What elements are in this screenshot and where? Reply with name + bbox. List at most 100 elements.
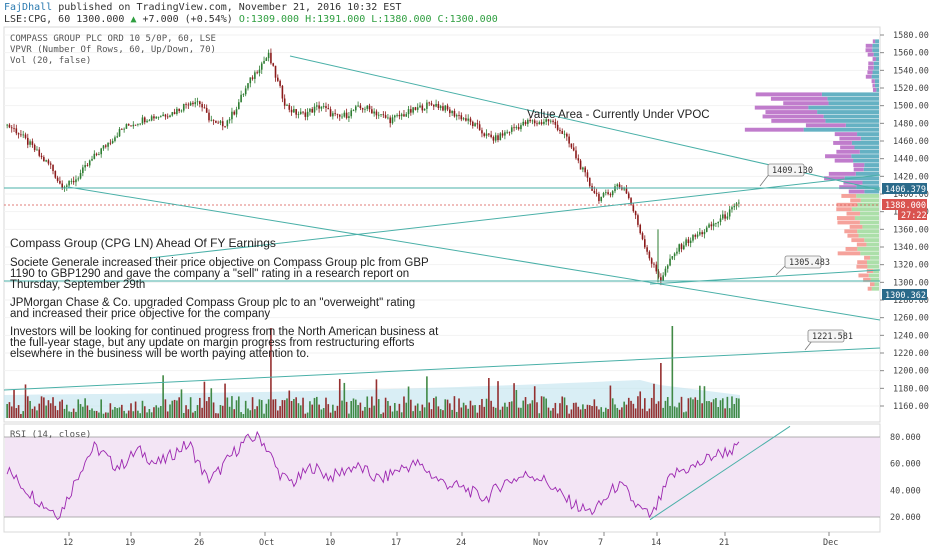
candle-body — [134, 124, 137, 126]
price-pane[interactable] — [3, 26, 881, 423]
volume-bar — [364, 407, 366, 418]
volume-bar — [648, 408, 651, 418]
rsi-series-line — [6, 430, 740, 521]
volume-bar — [377, 399, 380, 418]
volume-bar — [430, 409, 433, 418]
x-tick-label: 24 — [456, 538, 466, 548]
volume-bar — [710, 402, 713, 418]
volume-bar — [98, 412, 100, 418]
indicator-vpvr[interactable]: VPVR (Number Of Rows, 60, Up/Down, 70) — [10, 45, 216, 55]
volume-bar — [708, 401, 710, 418]
volume-bar — [72, 408, 75, 418]
candle-body — [611, 191, 614, 196]
volume-bar — [77, 399, 80, 418]
volume-bar — [671, 326, 674, 418]
vp-bar-down — [857, 260, 867, 265]
y-tick-label: 1400.00 — [893, 190, 929, 200]
vp-bar-up — [821, 92, 879, 97]
candle-body — [45, 160, 47, 162]
volume-bar — [591, 405, 593, 418]
candle-body — [72, 180, 75, 183]
candle-body — [208, 112, 210, 121]
volume-bar — [407, 386, 410, 418]
vp-bar-up — [872, 43, 879, 48]
volume-bar — [630, 400, 632, 418]
candle-body — [153, 116, 155, 119]
candle-body — [522, 121, 525, 126]
y-tick-label: 1160.00 — [893, 402, 929, 412]
vp-bar-up — [867, 264, 879, 269]
candle-body — [694, 235, 697, 237]
candle-body — [545, 119, 547, 122]
candle-body — [719, 218, 722, 222]
candle-body — [724, 214, 726, 219]
vp-bar-down — [872, 57, 877, 61]
tag-last: 1388.000 27:22 — [882, 199, 927, 221]
volume-bar — [141, 400, 144, 418]
indicator-vol[interactable]: Vol (20, false) — [10, 56, 92, 66]
candle-body — [577, 158, 580, 161]
candle-body — [662, 275, 664, 281]
candle-body — [238, 102, 240, 110]
y-tick-label: 1240.00 — [893, 331, 929, 341]
volume-bar — [527, 404, 529, 418]
vp-bar-up — [825, 118, 879, 123]
volume-bar — [584, 408, 586, 418]
vp-bar-up — [874, 79, 879, 84]
candle-body — [332, 113, 334, 117]
volume-bar — [15, 408, 18, 418]
indicator-main[interactable]: COMPASS GROUP PLC ORD 10 5/0P, 60, LSE — [10, 34, 216, 44]
candle-body — [201, 104, 203, 108]
y-tick-label: 1500.00 — [893, 102, 929, 112]
volume-bar — [194, 411, 197, 418]
author-link[interactable]: FajDhall — [4, 2, 53, 13]
candle-body — [293, 109, 295, 113]
volume-bar — [598, 409, 600, 418]
volume-bar — [341, 400, 343, 418]
volume-bar — [609, 385, 612, 418]
candle-body — [504, 132, 506, 136]
volume-bar — [343, 382, 346, 418]
volume-bar — [414, 405, 417, 418]
volume-bar — [533, 386, 536, 418]
volume-bar — [180, 389, 183, 418]
vp-bar-up — [858, 233, 879, 238]
callout-1409-text: 1409.130 — [772, 166, 813, 176]
candle-body — [8, 124, 11, 128]
volume-bar — [238, 396, 240, 418]
candle-body — [543, 121, 545, 124]
vp-bar-up — [863, 167, 879, 172]
callout-1221: 1221.581 — [804, 329, 853, 351]
candle-body — [146, 120, 148, 123]
candle-body — [721, 214, 724, 219]
volume-bar — [316, 396, 318, 418]
volume-bar — [217, 413, 219, 418]
candle-body — [676, 251, 678, 254]
x-tick-label: Dec — [823, 538, 838, 548]
volume-bar — [566, 405, 568, 418]
candle-body — [325, 106, 327, 109]
candle-body — [588, 177, 591, 186]
candle-body — [481, 130, 483, 134]
candle-body — [157, 116, 160, 118]
candle-body — [683, 245, 685, 250]
candle-body — [121, 129, 123, 130]
candle-body — [93, 153, 96, 159]
candle-body — [726, 216, 729, 219]
candle-body — [357, 105, 359, 107]
volume-bar — [600, 407, 603, 418]
volume-bar — [297, 403, 300, 418]
volume-bar — [398, 403, 401, 418]
candle-body — [100, 148, 102, 155]
vp-bar-up — [873, 269, 879, 273]
publish-text: published on TradingView.com, November 2… — [52, 2, 402, 13]
indicator-rsi[interactable]: RSI (14, close) — [10, 430, 92, 440]
candle-body — [492, 137, 495, 141]
x-tick-label: 10 — [325, 538, 335, 548]
candle-body — [309, 108, 311, 112]
volume-bar — [116, 408, 119, 418]
volume-bar — [384, 397, 387, 418]
y-tick-label: 1560.00 — [893, 49, 929, 59]
candle-body — [396, 114, 398, 116]
